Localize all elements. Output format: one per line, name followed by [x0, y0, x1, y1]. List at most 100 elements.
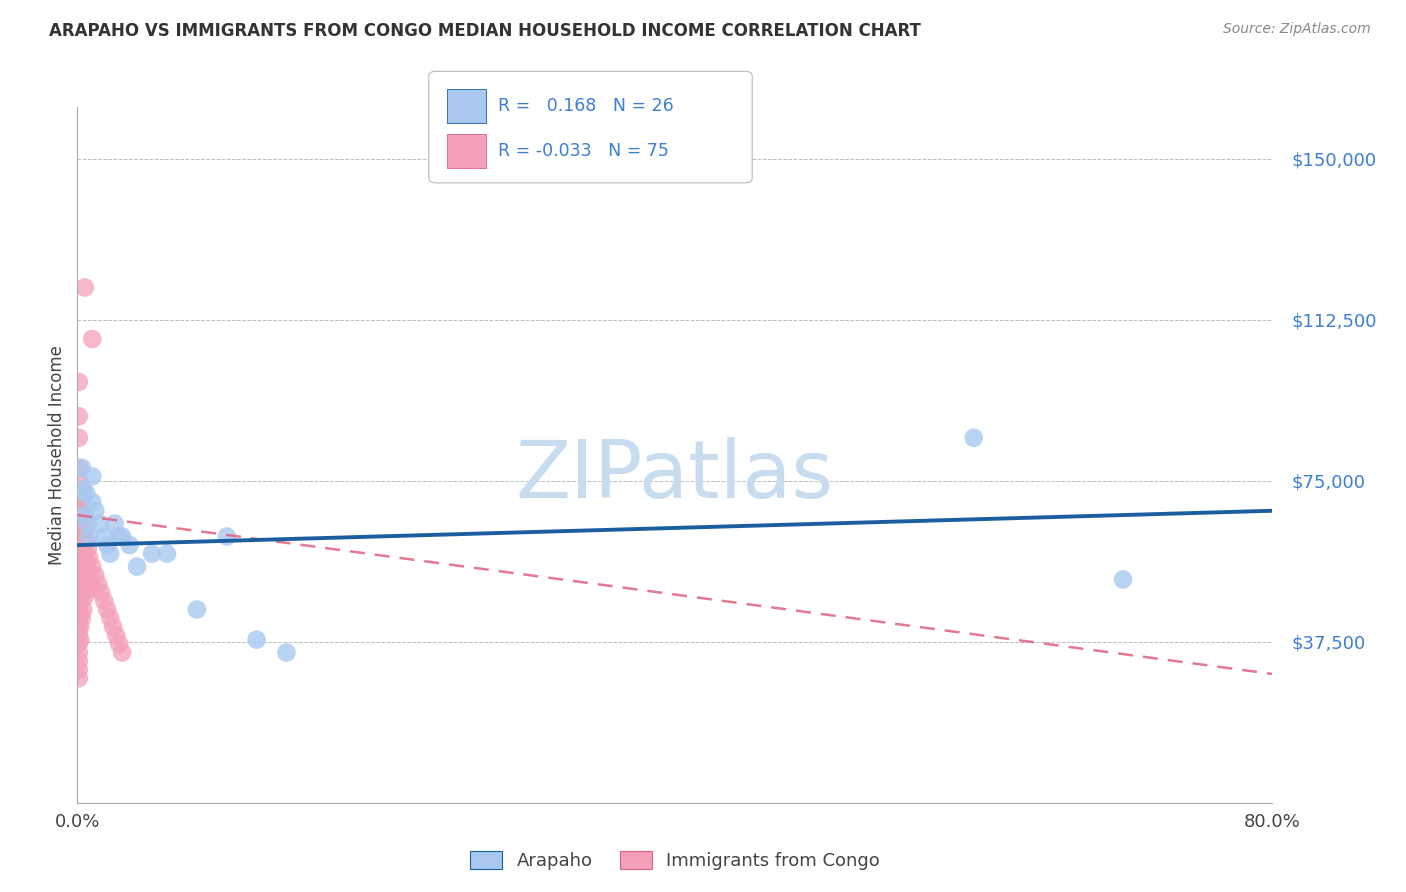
Point — [72, 559, 94, 574]
Point — [105, 628, 128, 642]
Point — [69, 594, 91, 608]
Point — [98, 611, 121, 625]
Point — [82, 469, 104, 483]
Point — [75, 555, 97, 569]
Point — [84, 504, 107, 518]
Point — [82, 495, 104, 509]
Text: R = -0.033   N = 75: R = -0.033 N = 75 — [498, 142, 669, 160]
Point — [156, 547, 179, 561]
Point — [73, 508, 96, 522]
Point — [69, 620, 91, 634]
Point — [79, 529, 101, 543]
Point — [67, 460, 90, 475]
Point — [69, 568, 91, 582]
Point — [67, 486, 90, 500]
Point — [70, 611, 93, 625]
Point — [67, 559, 90, 574]
Legend: Arapaho, Immigrants from Congo: Arapaho, Immigrants from Congo — [463, 844, 887, 877]
Point — [963, 431, 986, 445]
Point — [69, 516, 91, 531]
Point — [141, 547, 163, 561]
Point — [73, 547, 96, 561]
Point — [67, 628, 90, 642]
Point — [89, 516, 111, 531]
Point — [75, 576, 97, 591]
Point — [75, 486, 97, 500]
Point — [69, 495, 91, 509]
Point — [75, 533, 97, 548]
Point — [93, 529, 115, 543]
Text: Source: ZipAtlas.com: Source: ZipAtlas.com — [1223, 22, 1371, 37]
Point — [69, 542, 91, 557]
Point — [72, 581, 94, 595]
Point — [73, 590, 96, 604]
Point — [96, 538, 118, 552]
Point — [67, 474, 90, 488]
Point — [67, 611, 90, 625]
Point — [69, 607, 91, 621]
Point — [67, 375, 90, 389]
Point — [67, 495, 90, 509]
Point — [67, 409, 90, 424]
Point — [103, 620, 124, 634]
Point — [67, 568, 90, 582]
Point — [73, 568, 96, 582]
Point — [111, 645, 134, 659]
Point — [67, 551, 90, 566]
Point — [84, 568, 107, 582]
Point — [73, 525, 96, 540]
Point — [186, 602, 208, 616]
Point — [67, 654, 90, 668]
Point — [79, 551, 101, 566]
Point — [72, 538, 94, 552]
Point — [76, 542, 98, 557]
Point — [70, 568, 93, 582]
Point — [67, 602, 90, 616]
Point — [70, 525, 93, 540]
Point — [73, 280, 96, 294]
Point — [111, 529, 134, 543]
Point — [70, 504, 93, 518]
Point — [1112, 573, 1135, 587]
Point — [67, 671, 90, 685]
Point — [67, 525, 90, 540]
Point — [67, 637, 90, 651]
Point — [67, 529, 90, 543]
Point — [82, 332, 104, 346]
Point — [67, 645, 90, 659]
Point — [67, 542, 90, 557]
Point — [118, 538, 141, 552]
Point — [79, 573, 101, 587]
Point — [108, 529, 131, 543]
Point — [76, 564, 98, 578]
Point — [67, 594, 90, 608]
Point — [69, 555, 91, 569]
Point — [98, 547, 121, 561]
Point — [90, 585, 112, 599]
Point — [127, 559, 149, 574]
Point — [70, 547, 93, 561]
Point — [82, 559, 104, 574]
Point — [69, 632, 91, 647]
Point — [67, 576, 90, 591]
Point — [93, 594, 115, 608]
Point — [67, 504, 90, 518]
Point — [72, 602, 94, 616]
Text: R =   0.168   N = 26: R = 0.168 N = 26 — [498, 97, 673, 115]
Point — [96, 602, 118, 616]
Point — [67, 663, 90, 677]
Point — [246, 632, 269, 647]
Text: ARAPAHO VS IMMIGRANTS FROM CONGO MEDIAN HOUSEHOLD INCOME CORRELATION CHART: ARAPAHO VS IMMIGRANTS FROM CONGO MEDIAN … — [49, 22, 921, 40]
Point — [276, 645, 298, 659]
Point — [67, 431, 90, 445]
Point — [69, 581, 91, 595]
Point — [87, 576, 110, 591]
Point — [215, 529, 238, 543]
Y-axis label: Median Household Income: Median Household Income — [48, 345, 66, 565]
Point — [76, 516, 98, 531]
Point — [70, 590, 93, 604]
Point — [67, 516, 90, 531]
Point — [67, 585, 90, 599]
Point — [108, 637, 131, 651]
Point — [72, 483, 94, 497]
